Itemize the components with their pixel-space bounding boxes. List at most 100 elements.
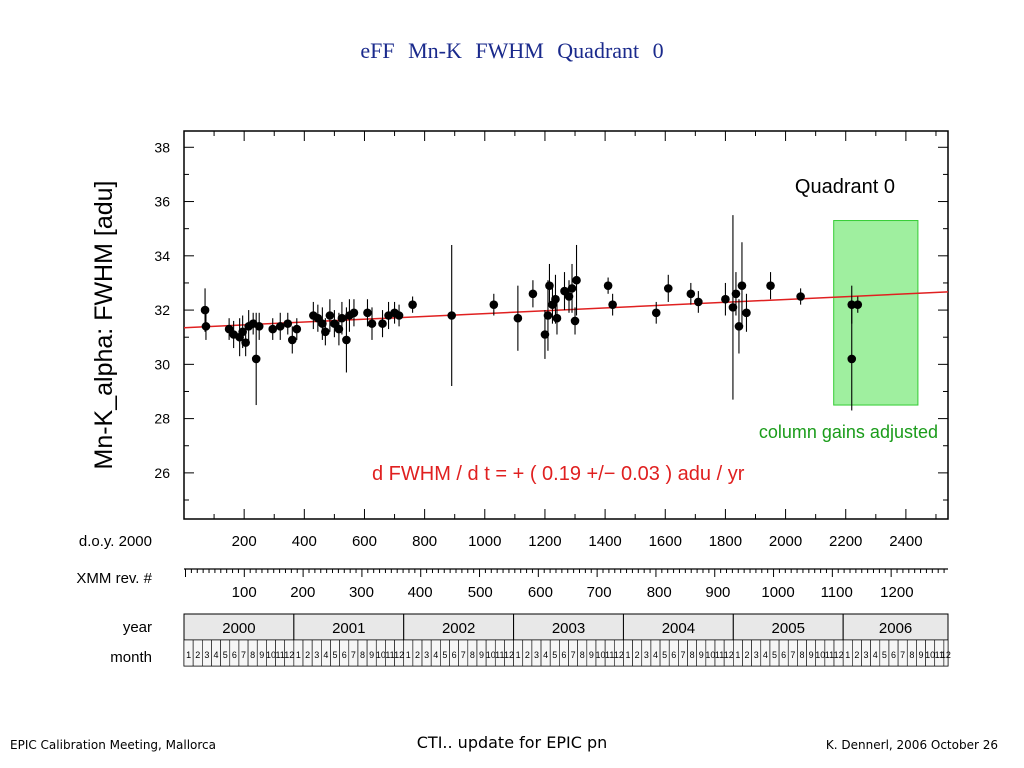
- data-point: [551, 294, 560, 304]
- month-label: 6: [671, 650, 676, 660]
- month-label: 4: [653, 650, 658, 660]
- year-label: 2001: [332, 620, 365, 637]
- data-point: [528, 289, 538, 299]
- data-point: [241, 338, 250, 347]
- x-tick-label: 1800: [709, 533, 742, 550]
- month-label: 10: [266, 650, 276, 660]
- rev-tick-label: 1000: [761, 584, 794, 601]
- data-point: [737, 281, 747, 290]
- data-point: [394, 311, 404, 320]
- highlight-box: [833, 220, 919, 406]
- month-label: 8: [580, 650, 585, 660]
- month-label: 9: [479, 650, 484, 660]
- month-label: 6: [232, 650, 237, 660]
- month-label: 1: [735, 650, 740, 660]
- month-label: 7: [900, 650, 905, 660]
- rev-tick-label: 300: [349, 584, 374, 601]
- month-label: 2: [525, 650, 530, 660]
- x-axis-label: d.o.y. 2000: [79, 533, 152, 550]
- month-label: 1: [186, 650, 191, 660]
- data-point: [337, 313, 347, 323]
- month-label: 5: [223, 650, 228, 660]
- x-tick-label: 1400: [588, 533, 621, 550]
- data-point: [540, 330, 550, 339]
- data-point: [334, 324, 344, 334]
- month-label: 3: [204, 650, 209, 660]
- month-label: 8: [470, 650, 475, 660]
- month-label: 3: [644, 650, 649, 660]
- highlight-layer: [833, 220, 919, 406]
- x-tick-label: 1000: [468, 533, 501, 550]
- fit-line: [183, 291, 949, 329]
- month-axis-label: month: [110, 649, 152, 666]
- year-label: 2000: [222, 620, 255, 637]
- chart-title: Quadrant 0: [795, 176, 895, 198]
- data-point: [292, 324, 302, 334]
- month-label: 10: [815, 650, 825, 660]
- month-label: 1: [626, 650, 631, 660]
- month-label: 9: [589, 650, 594, 660]
- data-point: [378, 319, 387, 328]
- year-label: 2002: [442, 620, 475, 637]
- month-label: 7: [571, 650, 576, 660]
- rev-tick-label: 200: [290, 584, 315, 601]
- month-label: 2: [635, 650, 640, 660]
- year-axis-label: year: [123, 619, 152, 636]
- month-label: 3: [754, 650, 759, 660]
- data-point: [686, 289, 696, 299]
- data-point: [349, 308, 359, 318]
- data-point: [663, 284, 673, 293]
- x-tick-label: 2000: [769, 533, 802, 550]
- month-label: 2: [415, 650, 420, 660]
- month-label: 6: [781, 650, 786, 660]
- month-label: 9: [918, 650, 923, 660]
- rev-tick-label: 700: [587, 584, 612, 601]
- rev-tick-label: 900: [705, 584, 730, 601]
- labels-layer: Mn-K_alpha: FWHM [adu] Quadrant 0 column g…: [90, 176, 938, 485]
- month-label: 4: [323, 650, 328, 660]
- data-point: [238, 327, 247, 337]
- month-label: 4: [433, 650, 438, 660]
- rev-tick-label: 100: [232, 584, 257, 601]
- annotation-column-gains: column gains adjusted: [759, 422, 938, 442]
- rev-tick-label: 600: [528, 584, 553, 601]
- month-label: 12: [614, 650, 624, 660]
- month-label: 10: [596, 650, 606, 660]
- month-label: 5: [772, 650, 777, 660]
- month-label: 11: [715, 650, 724, 660]
- month-label: 8: [690, 650, 695, 660]
- data-point: [325, 311, 335, 320]
- month-label: 2: [745, 650, 750, 660]
- data-point: [254, 322, 264, 331]
- fit-layer: [183, 291, 949, 329]
- month-label: 1: [406, 650, 411, 660]
- month-label: 5: [442, 650, 447, 660]
- data-point: [728, 303, 738, 312]
- month-label: 8: [799, 650, 804, 660]
- y-tick-label: 34: [154, 248, 170, 264]
- x-tick-label: 800: [412, 533, 437, 550]
- month-label: 8: [909, 650, 914, 660]
- month-label: 10: [486, 650, 496, 660]
- points-layer: [200, 215, 863, 411]
- data-point: [321, 327, 330, 337]
- secondary-axes-layer: 100 200 300 400 500 600 700 800 900 1000 1100 1200 X…: [76, 568, 951, 667]
- month-label: 12: [284, 650, 294, 660]
- data-point: [847, 300, 857, 309]
- month-label: 12: [724, 650, 734, 660]
- month-label: 4: [214, 650, 219, 660]
- month-label: 3: [534, 650, 539, 660]
- month-label: 9: [809, 650, 814, 660]
- annotation-fit: d FWHM / d t = + ( 0.19 +/− 0.03 ) adu /…: [372, 463, 745, 485]
- month-label: 12: [394, 650, 404, 660]
- rev-tick-label: 500: [468, 584, 493, 601]
- month-label: 3: [424, 650, 429, 660]
- year-cell: [622, 613, 734, 641]
- data-point: [283, 319, 293, 328]
- year-cell: [183, 613, 295, 641]
- rev-axis-label: XMM rev. #: [76, 570, 152, 587]
- plot-frame: [183, 130, 949, 520]
- month-label: 7: [680, 650, 685, 660]
- y-tick-label: 26: [154, 465, 170, 481]
